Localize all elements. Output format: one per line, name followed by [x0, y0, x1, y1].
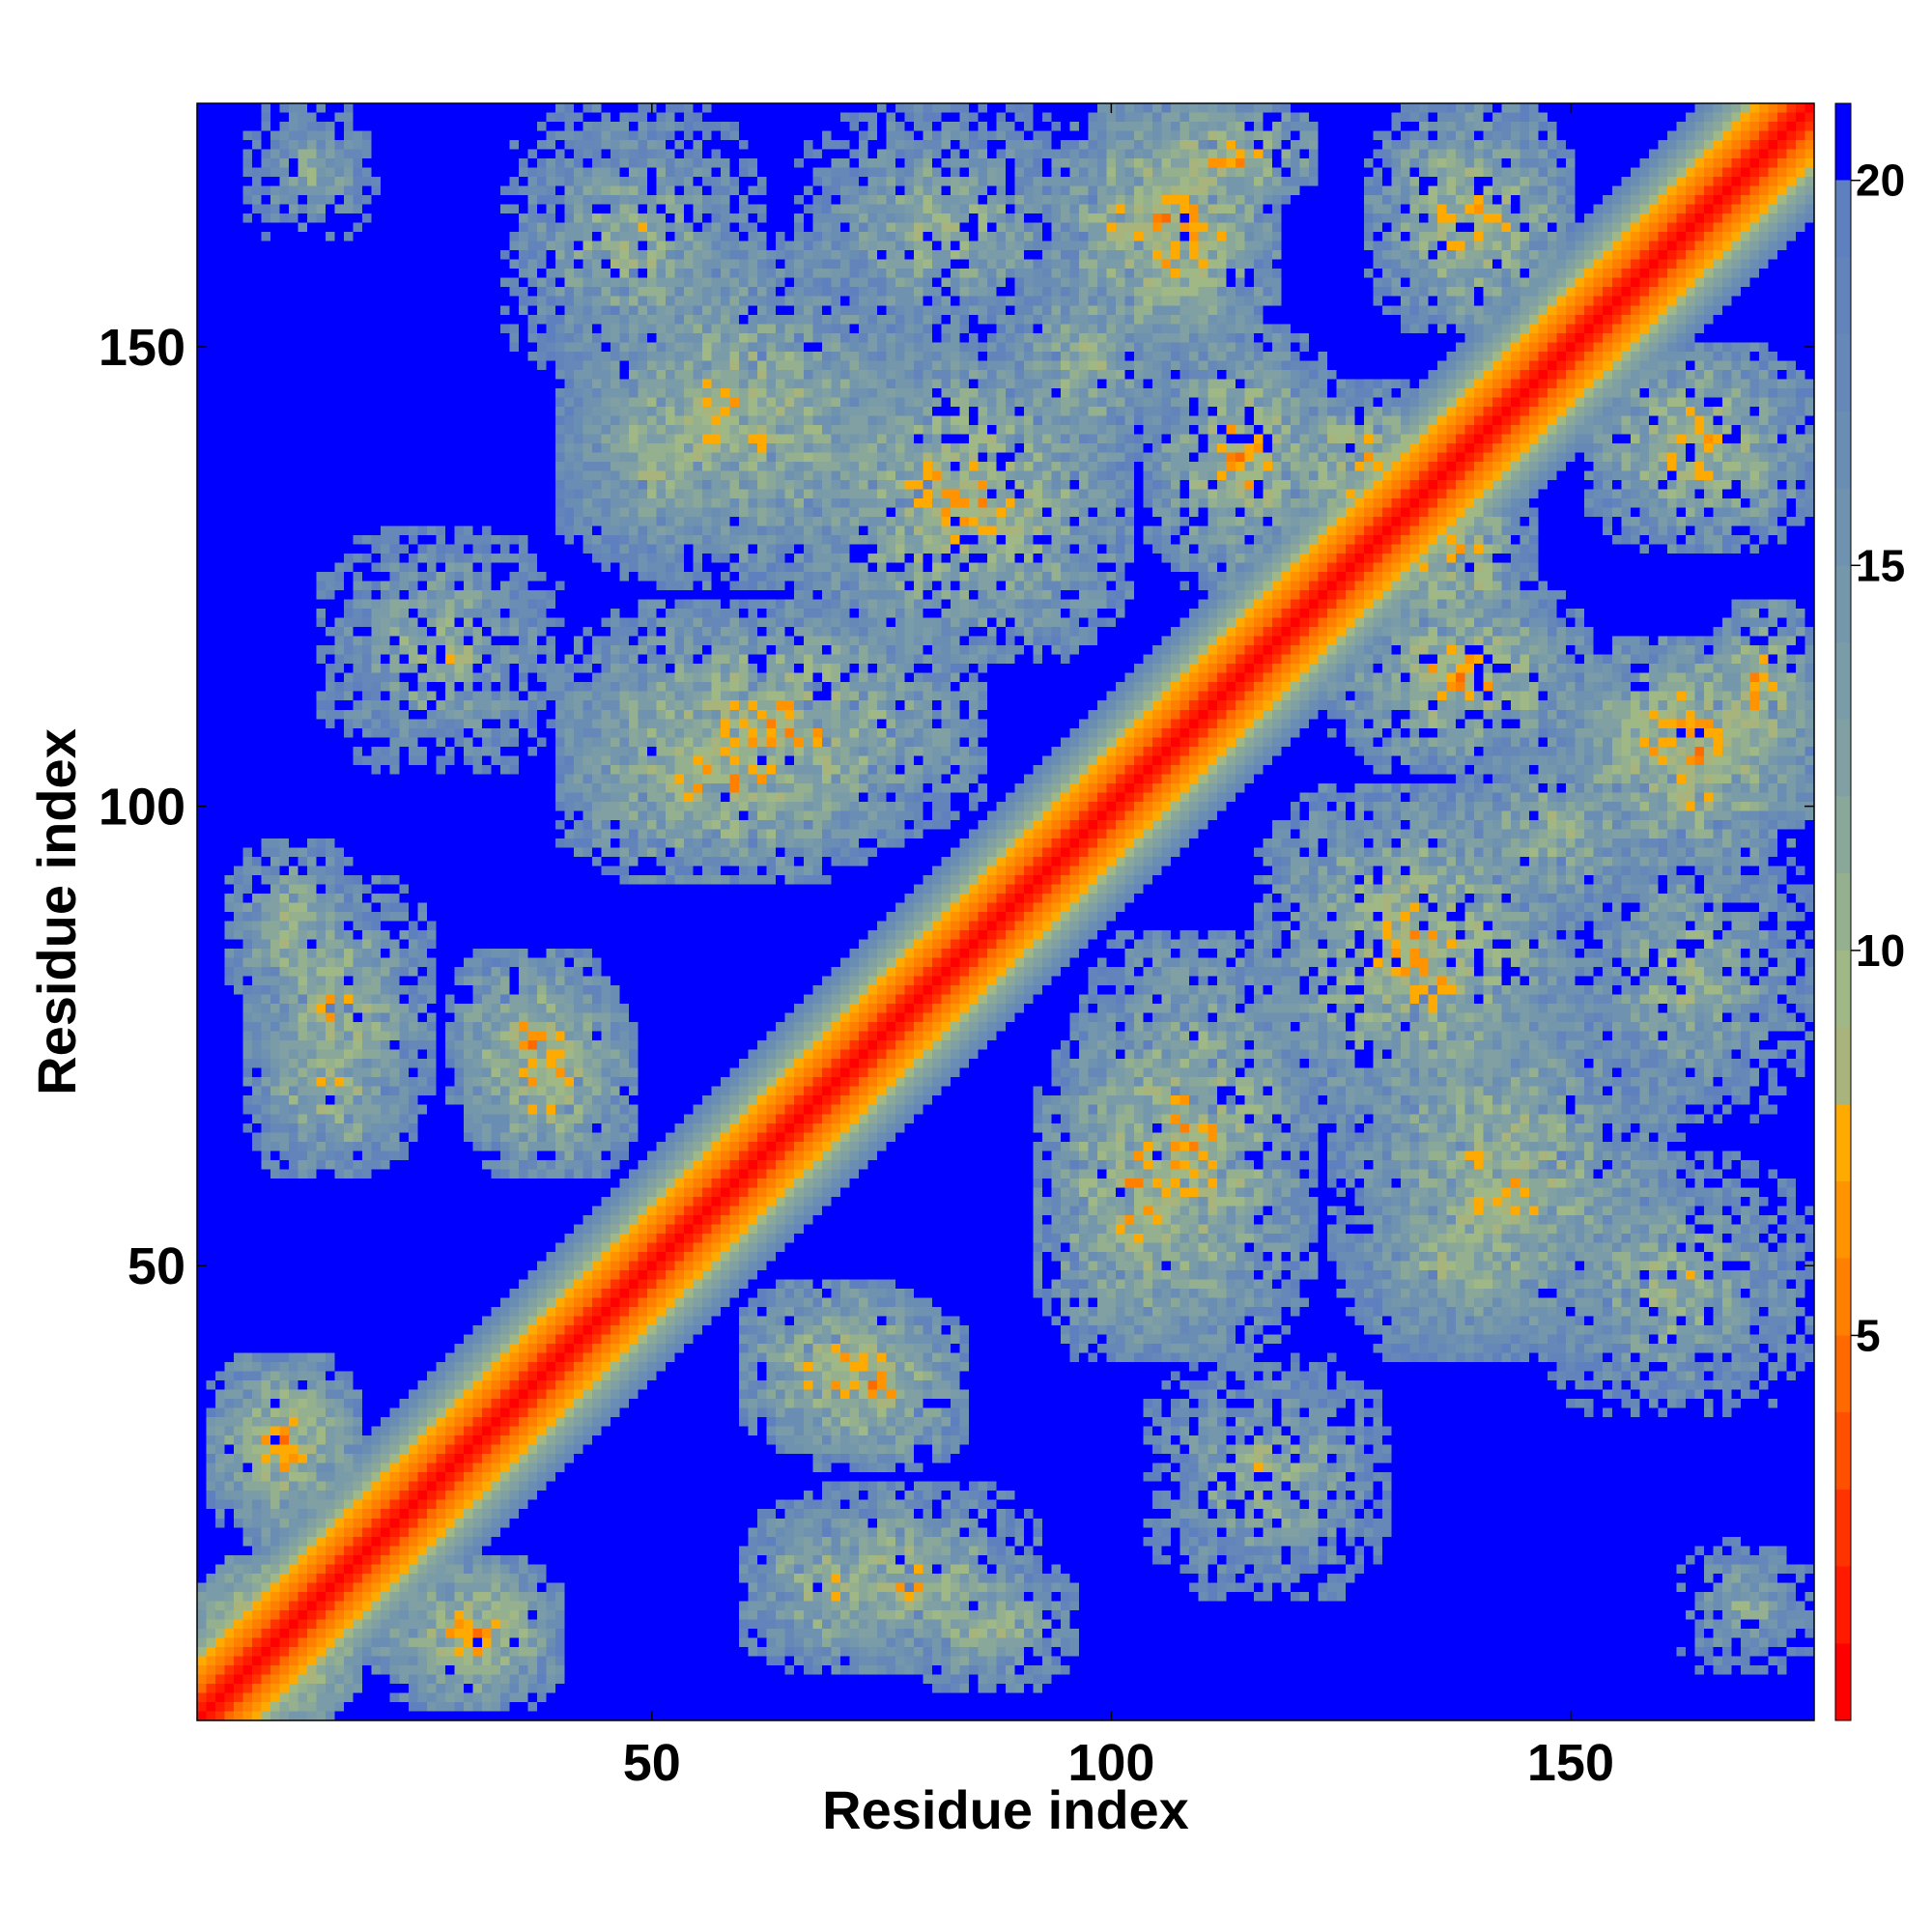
- x-tick-label: 150: [1527, 1734, 1614, 1792]
- colorbar-tick-label: 15: [1856, 540, 1905, 590]
- heatmap-plot-area: [197, 103, 1814, 1720]
- colorbar: [1835, 103, 1851, 1720]
- x-tick-label: 50: [623, 1734, 681, 1792]
- colorbar-frame: [1834, 102, 1852, 1721]
- y-tick-label: 150: [99, 319, 185, 377]
- y-tick-label: 50: [128, 1237, 185, 1295]
- plot-frame: [196, 102, 1815, 1721]
- x-tick-label: 100: [1067, 1734, 1154, 1792]
- colorbar-tick-label: 5: [1856, 1310, 1881, 1360]
- y-tick-label: 100: [99, 779, 185, 837]
- colorbar-tick-label: 10: [1856, 925, 1905, 976]
- x-axis-label: Residue index: [822, 1779, 1189, 1840]
- colorbar-tick-label: 20: [1856, 156, 1905, 206]
- y-axis-label: Residue index: [26, 728, 87, 1095]
